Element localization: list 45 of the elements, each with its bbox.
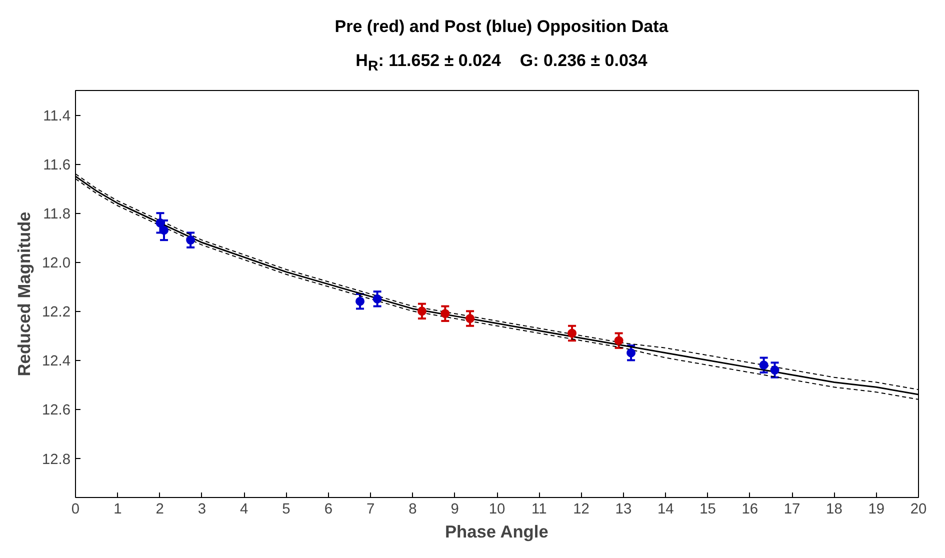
x-tick-label: 15	[700, 501, 716, 518]
point	[440, 309, 450, 318]
x-tick-label: 12	[573, 501, 590, 518]
x-tick-label: 11	[532, 501, 547, 518]
point	[568, 328, 577, 338]
point	[770, 365, 780, 374]
y-tick-label: 12.8	[42, 452, 71, 468]
y-tick-label: 11.6	[43, 157, 70, 174]
x-tick-label: 7	[366, 501, 375, 518]
x-tick-label: 6	[324, 501, 332, 518]
point	[372, 294, 382, 304]
x-tick-label: 19	[868, 501, 885, 518]
x-tick-label: 4	[240, 501, 248, 518]
chart-title: Pre (red) and Post (blue) Opposition Data	[334, 16, 670, 38]
x-axis-title: Phase Angle	[445, 521, 549, 542]
x-tick-label: 3	[198, 501, 206, 518]
x-tick-label: 9	[450, 501, 459, 518]
point	[614, 336, 624, 345]
x-tick-label: 17	[784, 501, 800, 518]
point	[466, 314, 475, 323]
x-tick-label: 1	[114, 501, 122, 518]
x-tick-label: 20	[910, 501, 927, 518]
y-tick-label: 11.4	[43, 108, 70, 124]
x-tick-label: 5	[282, 501, 290, 518]
point	[356, 296, 365, 306]
x-tick-label: 13	[615, 501, 632, 518]
x-tick-label: 2	[156, 501, 164, 518]
x-tick-label: 16	[742, 501, 758, 518]
x-tick-label: 8	[408, 501, 417, 518]
x-tick-label: 10	[488, 501, 506, 518]
y-axis-title: Reduced Magnitude	[14, 211, 34, 376]
y-tick-label: 12.6	[42, 402, 71, 419]
point	[759, 360, 768, 370]
point	[156, 218, 165, 228]
x-tick-label: 0	[71, 501, 80, 518]
y-tick-label: 12.0	[42, 256, 71, 272]
y-tick-label: 12.2	[42, 304, 71, 321]
point	[417, 306, 426, 316]
point	[626, 348, 636, 358]
y-tick-label: 12.4	[42, 354, 71, 370]
y-tick-label: 11.8	[43, 206, 70, 222]
x-tick-label: 14	[657, 501, 674, 518]
x-tick-label: 18	[826, 501, 842, 518]
chart-subtitle: H$_{R}$: 11.652 ± 0.024 G: 0.236 ± 0.034	[354, 50, 648, 77]
point	[186, 235, 196, 244]
